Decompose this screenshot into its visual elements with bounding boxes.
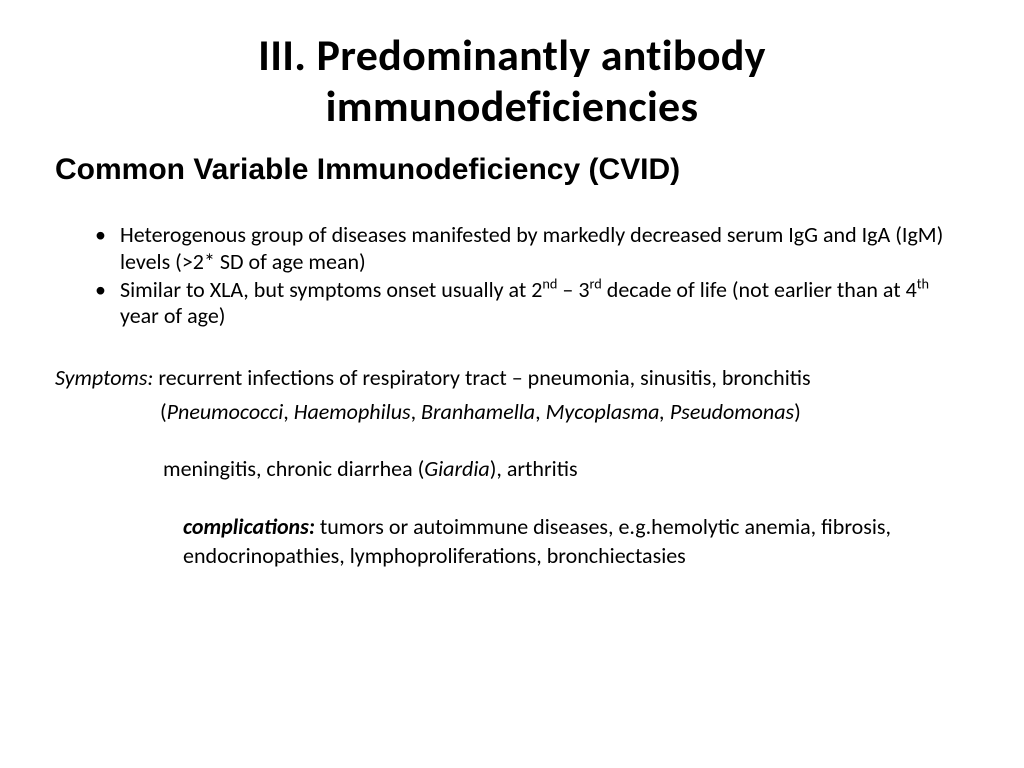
bullet-1-text: Heterogenous group of diseases manifeste… [120,221,943,274]
slide-subtitle: Common Variable Immunodeficiency (CVID) [55,153,969,187]
sup-th: th [917,275,929,293]
complications-label: complications: [183,513,315,540]
sup-nd: nd [542,275,557,293]
paren-close: ) [794,398,801,425]
meningitis-post: ), arthritis [490,455,578,482]
bullet-item-2: Similar to XLA, but symptoms onset usual… [95,277,969,330]
pathogen-3: Branhamella [421,398,535,425]
slide-title: III. Predominantly antibody immunodefici… [55,30,969,131]
symptoms-line: Symptoms: recurrent infections of respir… [55,364,969,393]
giardia: Giardia [424,455,489,482]
symptoms-label: Symptoms: [55,364,153,391]
paren-open: ( [160,398,167,425]
pathogen-2: Haemophilus [294,398,411,425]
pathogens-line: (Pneumococci, Haemophilus, Branhamella, … [160,398,969,427]
sup-rd: rd [589,275,601,293]
bullet-2-pre: Similar to XLA, but symptoms onset usual… [120,276,542,303]
symptoms-text: recurrent infections of respiratory trac… [153,364,810,391]
sep-2: , [411,398,421,425]
bullet-item-1: Heterogenous group of diseases manifeste… [95,222,969,275]
bullet-list: Heterogenous group of diseases manifeste… [95,222,969,330]
meningitis-line: meningitis, chronic diarrhea (Giardia), … [163,455,969,484]
sep-1: , [283,398,293,425]
sep-3: , [535,398,545,425]
complications-line: complications: tumors or autoimmune dise… [183,512,969,571]
bullet-2-end: year of age) [120,302,225,329]
title-line-2: immunodeficiencies [326,79,699,133]
bullet-2-mid2: decade of life (not earlier than at 4 [602,276,917,303]
title-line-1: III. Predominantly antibody [258,28,766,82]
bullet-2-mid1: – 3 [557,276,589,303]
pathogen-1: Pneumococci [167,398,284,425]
meningitis-pre: meningitis, chronic diarrhea ( [163,455,424,482]
pathogen-4: Mycoplasma, Pseudomonas [546,398,795,425]
